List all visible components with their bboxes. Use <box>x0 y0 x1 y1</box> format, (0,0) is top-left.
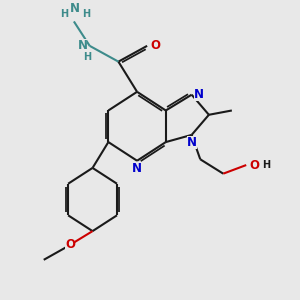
Text: N: N <box>77 39 87 52</box>
Text: H: H <box>83 52 92 62</box>
Text: H: H <box>262 160 270 170</box>
Text: N: N <box>70 2 80 15</box>
Text: N: N <box>187 136 196 149</box>
Text: N: N <box>132 162 142 175</box>
Text: O: O <box>65 238 75 251</box>
Text: O: O <box>150 39 160 52</box>
Text: N: N <box>194 88 204 101</box>
Text: H: H <box>60 9 68 19</box>
Text: H: H <box>82 9 91 19</box>
Text: O: O <box>250 159 260 172</box>
